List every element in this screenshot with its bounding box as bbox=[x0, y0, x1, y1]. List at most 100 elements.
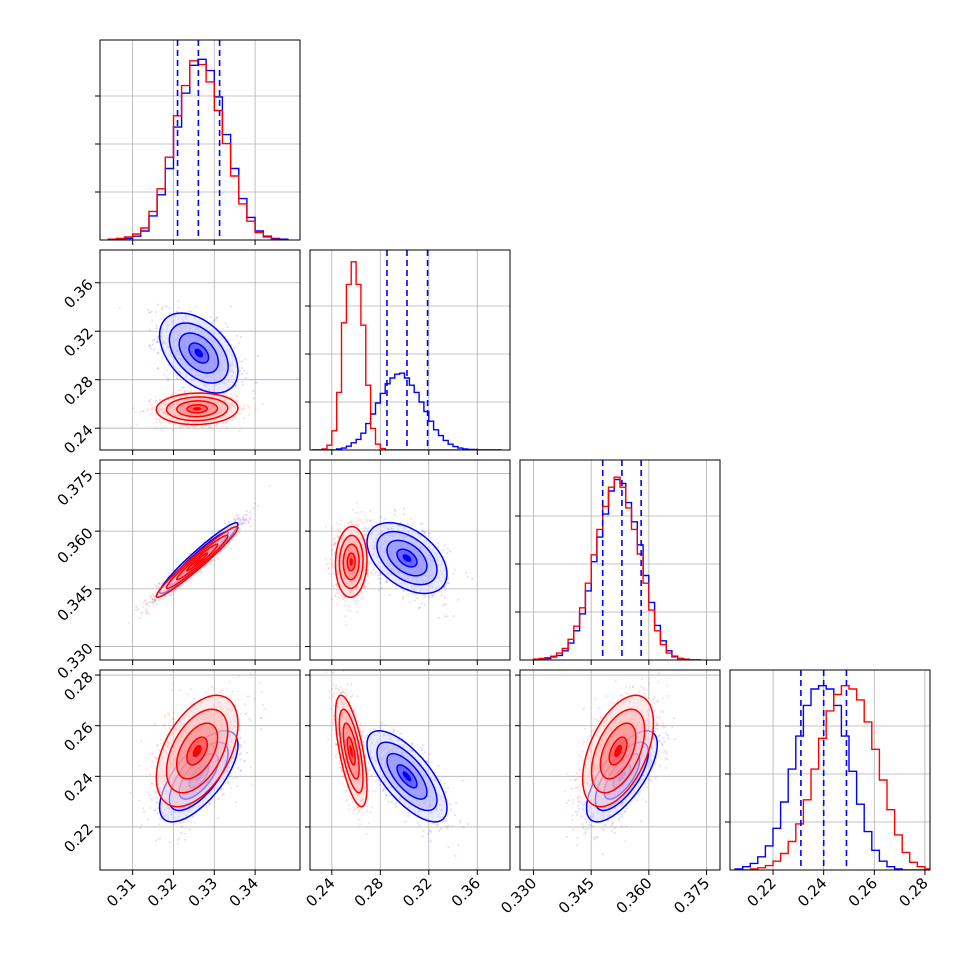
scatter-point-red bbox=[357, 519, 361, 522]
scatter-point-red bbox=[145, 603, 148, 606]
scatter-point-red bbox=[233, 517, 236, 520]
scatter-point-blue bbox=[153, 598, 156, 601]
scatter-point-blue bbox=[418, 606, 421, 609]
scatter-point-red bbox=[141, 602, 145, 605]
scatter-point-blue bbox=[366, 568, 369, 571]
scatter-point-blue bbox=[212, 319, 215, 322]
scatter-point-red bbox=[227, 542, 230, 545]
scatter-point-red bbox=[346, 608, 349, 612]
scatter-point-red bbox=[159, 399, 162, 402]
scatter-point-blue bbox=[240, 523, 243, 526]
scatter-point-red bbox=[231, 396, 234, 399]
scatter-point-blue bbox=[385, 579, 388, 582]
scatter-point-red bbox=[150, 403, 153, 406]
contour-red bbox=[155, 525, 239, 599]
scatter-point-red bbox=[144, 602, 147, 605]
scatter-point-red bbox=[156, 417, 159, 420]
scatter-point-red bbox=[144, 598, 148, 602]
scatter-point-red bbox=[210, 426, 213, 429]
scatter-point-red bbox=[364, 590, 368, 593]
scatter-point-red bbox=[242, 517, 245, 521]
scatter-point-red bbox=[235, 396, 238, 399]
scatter-point-blue bbox=[228, 521, 231, 524]
scatter-point-red bbox=[177, 563, 181, 566]
scatter-point-red bbox=[127, 622, 131, 625]
scatter-point-blue bbox=[157, 337, 160, 340]
scatter-point-blue bbox=[444, 589, 447, 592]
scatter-point-blue bbox=[174, 590, 177, 593]
scatter-point-blue bbox=[466, 575, 469, 578]
scatter-point-blue bbox=[431, 596, 434, 599]
scatter-point-red bbox=[335, 521, 338, 524]
scatter-point-blue bbox=[234, 519, 237, 522]
scatter-point-red bbox=[130, 425, 133, 428]
scatter-point-blue bbox=[155, 324, 158, 327]
scatter-point-red bbox=[224, 545, 227, 549]
scatter-point-blue bbox=[223, 548, 226, 551]
scatter-point-red bbox=[163, 595, 166, 598]
scatter-point-red bbox=[160, 582, 164, 585]
panel-0-0 bbox=[100, 40, 300, 240]
scatter-point-red bbox=[344, 599, 347, 603]
scatter-point-blue bbox=[412, 522, 415, 525]
scatter-point-blue bbox=[423, 532, 426, 535]
scatter-point-blue bbox=[372, 568, 375, 571]
scatter-point-red bbox=[355, 501, 358, 504]
scatter-point-blue bbox=[410, 517, 413, 520]
scatter-point-blue bbox=[149, 344, 152, 347]
scatter-point-blue bbox=[365, 527, 368, 530]
scatter-point-red bbox=[134, 410, 138, 413]
scatter-point-blue bbox=[403, 507, 406, 510]
contour-red bbox=[165, 534, 229, 590]
scatter-point-red bbox=[149, 408, 153, 411]
contour-blue bbox=[188, 342, 210, 364]
scatter-point-blue bbox=[243, 521, 246, 524]
scatter-point-blue bbox=[214, 319, 217, 322]
scatter-point-blue bbox=[376, 574, 379, 577]
scatter-point-red bbox=[243, 404, 246, 407]
scatter-point-blue bbox=[254, 381, 257, 384]
scatter-point-blue bbox=[220, 330, 223, 333]
scatter-point-red bbox=[238, 516, 241, 520]
contour-blue bbox=[158, 312, 239, 394]
panel-content-2-1 bbox=[324, 501, 474, 627]
scatter-point-red bbox=[145, 613, 148, 616]
scatter-point-blue bbox=[369, 509, 372, 512]
scatter-point-red bbox=[159, 584, 162, 587]
scatter-point-red bbox=[155, 399, 158, 402]
scatter-point-red bbox=[231, 418, 234, 421]
scatter-point-red bbox=[193, 425, 196, 428]
scatter-point-blue bbox=[155, 585, 158, 589]
scatter-point-blue bbox=[242, 516, 245, 519]
scatter-point-red bbox=[179, 424, 182, 427]
scatter-point-blue bbox=[355, 511, 358, 514]
scatter-point-red bbox=[238, 429, 241, 432]
ytick-label-p1-3: 0.36 bbox=[60, 276, 96, 312]
scatter-point-blue bbox=[177, 299, 180, 302]
scatter-point-blue bbox=[155, 340, 158, 343]
contour-red bbox=[175, 543, 219, 581]
scatter-point-red bbox=[139, 611, 142, 614]
scatter-point-blue bbox=[241, 515, 244, 518]
panel-content-1-0 bbox=[118, 299, 264, 432]
scatter-point-red bbox=[146, 609, 149, 612]
scatter-point-red bbox=[159, 598, 162, 601]
scatter-point-blue bbox=[156, 337, 160, 341]
scatter-point-red bbox=[226, 420, 229, 423]
scatter-point-red bbox=[225, 421, 228, 425]
scatter-point-red bbox=[338, 591, 341, 594]
scatter-point-red bbox=[154, 412, 157, 415]
scatter-point-blue bbox=[384, 518, 387, 521]
scatter-point-red bbox=[154, 600, 157, 603]
density-peak-red bbox=[192, 558, 202, 566]
scatter-point-blue bbox=[234, 385, 238, 388]
scatter-point-blue bbox=[199, 569, 202, 573]
scatter-point-red bbox=[141, 605, 145, 608]
scatter-point-red bbox=[190, 389, 193, 392]
scatter-point-red bbox=[363, 535, 366, 538]
scatter-point-blue bbox=[424, 531, 427, 534]
scatter-point-red bbox=[209, 425, 212, 428]
scatter-point-red bbox=[216, 558, 220, 561]
scatter-point-blue bbox=[448, 550, 451, 553]
scatter-point-red bbox=[344, 596, 347, 599]
